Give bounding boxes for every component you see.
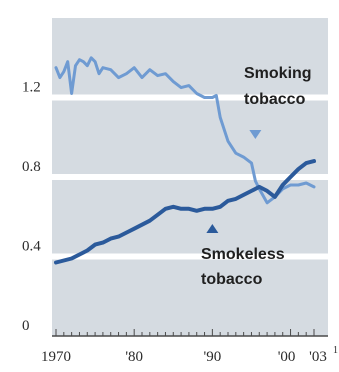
annotations: Smoking tobacco Smokeless tobacco [201, 65, 312, 288]
smokeless-annotation: Smokeless tobacco [201, 224, 285, 288]
x-tick-label: '90 [204, 349, 222, 365]
smoking-tobacco-line [54, 56, 316, 205]
series-lines [54, 56, 316, 265]
x-tick-label: '00 [278, 349, 296, 365]
gridlines [52, 94, 328, 260]
down-triangle-icon [249, 130, 262, 139]
x-tick-label: '80 [125, 349, 143, 365]
smoking-annotation: Smoking tobacco [244, 65, 312, 139]
annotation-label: Smokeless [201, 246, 285, 263]
y-tick-labels: 0 0.4 0.8 1.2 [22, 80, 41, 335]
y-tick-label: 0.8 [22, 159, 41, 175]
y-tick-label: 1.2 [22, 80, 41, 96]
x-tick-label: '03 [309, 349, 327, 365]
annotation-label: tobacco [244, 91, 306, 108]
smokeless-tobacco-line [54, 159, 316, 265]
x-axis: 1970 '80 '90 '00 '03 1 [41, 329, 338, 365]
up-triangle-icon [206, 224, 219, 233]
y-tick-label: 0 [22, 318, 30, 334]
footnote-marker: 1 [333, 345, 338, 356]
y-tick-label: 0.4 [22, 239, 41, 255]
annotation-label: tobacco [201, 271, 263, 288]
x-tick-label: 1970 [41, 349, 71, 365]
annotation-label: Smoking [244, 65, 312, 82]
